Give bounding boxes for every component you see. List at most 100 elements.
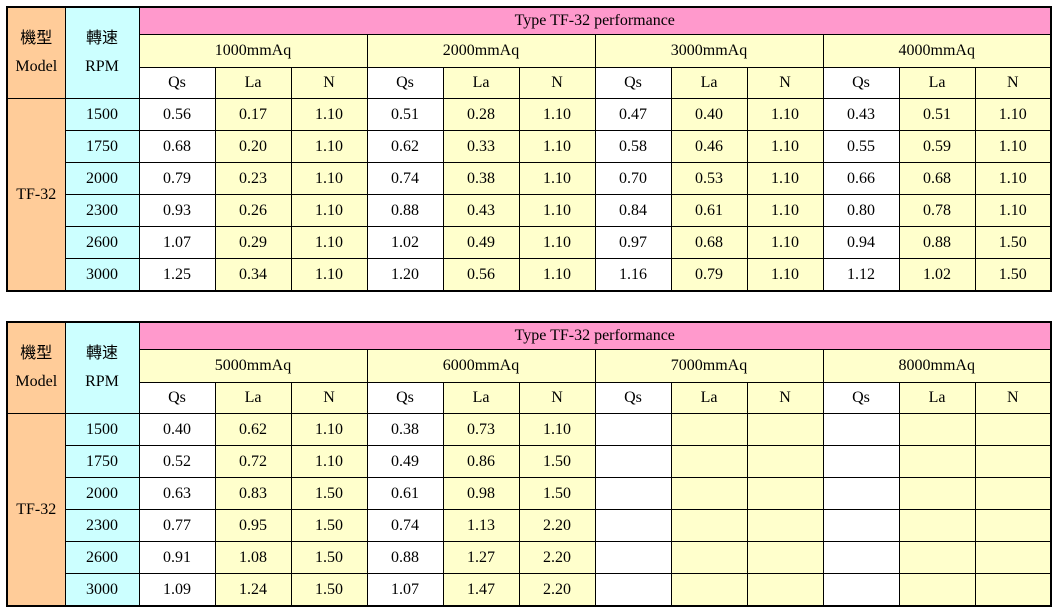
data-row: 2300 0.93 0.26 1.10 0.88 0.43 1.10 0.84 0.61 1.10… [7,194,1052,227]
value-cell: 1.50 [290,541,368,574]
value-cell: 0.77 [138,509,216,542]
value-cell: 0.49 [442,226,520,259]
value-cell: 1.50 [290,509,368,542]
value-cell: 0.83 [214,477,292,510]
value-cell [594,413,672,446]
value-cell: 1.10 [746,194,824,227]
subheader-row: Qs La N Qs La N Qs La N Qs La N [7,67,1052,99]
value-cell: 0.61 [366,477,444,510]
value-cell: 0.88 [366,194,444,227]
value-cell: 0.40 [138,413,216,446]
value-cell: 0.63 [138,477,216,510]
value-cell: 0.23 [214,162,292,195]
performance-tables-container: 機型 Model 轉速 RPM Type TF-32 performance 1000mm… [6,6,1052,607]
value-cell: 0.53 [670,162,748,195]
pressure-header-cell: 3000mmAq [594,34,824,68]
rpm-header-zh: 轉速 [85,30,118,47]
value-cell [594,573,672,607]
value-cell: 1.10 [974,162,1052,195]
data-row: TF-32 1500 0.56 0.17 1.10 0.51 0.28 1.10 0.47 0.4… [6,98,1052,292]
subheader-cell: N [974,382,1052,414]
value-cell: 1.12 [822,258,900,292]
rpm-cell: 1750 [64,130,140,163]
value-cell: 0.29 [214,226,292,259]
table-title-cell: Type TF-32 performance [138,321,1052,350]
pressure-header-cell: 5000mmAq [138,349,368,383]
value-cell [746,413,824,446]
value-cell: 0.62 [366,130,444,163]
value-cell: 1.10 [518,226,596,259]
value-cell: 0.74 [366,509,444,542]
value-cell: 0.88 [366,541,444,574]
value-cell [974,413,1052,446]
value-cell [746,573,824,607]
value-cell: 1.25 [138,258,216,292]
subheader-cell: La [670,67,748,99]
value-cell: 0.70 [594,162,672,195]
pressure-header-row: 5000mmAq 6000mmAq 7000mmAq 8000mmAq [7,349,1052,383]
rpm-cell: 2000 [64,162,140,195]
value-cell [594,509,672,542]
value-cell: 0.26 [214,194,292,227]
value-cell [822,573,900,607]
value-cell: 0.94 [822,226,900,259]
data-row: 2600 1.07 0.29 1.10 1.02 0.49 1.10 0.97 0.68 1.10… [7,226,1052,259]
value-cell [670,541,748,574]
pressure-header-cell: 7000mmAq [594,349,824,383]
value-cell: 2.20 [518,541,596,574]
value-cell: 0.17 [214,98,292,131]
value-cell: 1.10 [518,413,596,446]
performance-table-1: 機型 Model 轉速 RPM Type TF-32 performance 1000mm… [6,6,1052,292]
value-cell: 0.34 [214,258,292,292]
value-cell: 0.74 [366,162,444,195]
value-cell: 1.10 [746,130,824,163]
value-cell [594,477,672,510]
value-cell: 1.10 [746,226,824,259]
model-header-cell: 機型 Model [6,6,66,99]
subheader-cell: N [746,67,824,99]
rpm-cell: 1500 [64,98,140,131]
rpm-cell: 2600 [64,226,140,259]
data-row: 1750 0.52 0.72 1.10 0.49 0.86 1.50 [7,445,1052,478]
rpm-cell: 2300 [64,509,140,542]
model-header-cell: 機型 Model [6,321,66,414]
subheader-cell: N [518,382,596,414]
title-row: 機型 Model 轉速 RPM Type TF-32 performance [6,321,1052,414]
value-cell: 2.20 [518,573,596,607]
value-cell: 0.68 [898,162,976,195]
subheader-cell: N [290,382,368,414]
pressure-header-cell: 6000mmAq [366,349,596,383]
value-cell [898,573,976,607]
subheader-cell: La [442,67,520,99]
value-cell: 0.78 [898,194,976,227]
data-row: 3000 1.25 0.34 1.10 1.20 0.56 1.10 1.16 0.79 1.10… [7,258,1052,292]
value-cell: 1.10 [518,258,596,292]
rpm-cell: 2600 [64,541,140,574]
value-cell [974,445,1052,478]
value-cell: 0.51 [366,98,444,131]
value-cell: 1.09 [138,573,216,607]
data-row: 1750 0.68 0.20 1.10 0.62 0.33 1.10 0.58 0.46 1.10… [7,130,1052,163]
value-cell: 1.13 [442,509,520,542]
rpm-cell: 2300 [64,194,140,227]
subheader-cell: N [290,67,368,99]
value-cell: 1.10 [746,162,824,195]
value-cell: 0.59 [898,130,976,163]
data-row: 2000 0.63 0.83 1.50 0.61 0.98 1.50 [7,477,1052,510]
rpm-cell: 1500 [64,413,140,446]
value-cell: 1.10 [974,130,1052,163]
value-cell: 1.02 [366,226,444,259]
subheader-cell: Qs [138,382,216,414]
value-cell [898,413,976,446]
value-cell [746,445,824,478]
value-cell [746,477,824,510]
value-cell: 0.93 [138,194,216,227]
value-cell [898,509,976,542]
value-cell: 0.62 [214,413,292,446]
data-row: 2300 0.77 0.95 1.50 0.74 1.13 2.20 [7,509,1052,542]
value-cell: 0.86 [442,445,520,478]
value-cell: 0.68 [138,130,216,163]
value-cell: 0.79 [670,258,748,292]
value-cell: 0.61 [670,194,748,227]
value-cell: 1.10 [518,194,596,227]
